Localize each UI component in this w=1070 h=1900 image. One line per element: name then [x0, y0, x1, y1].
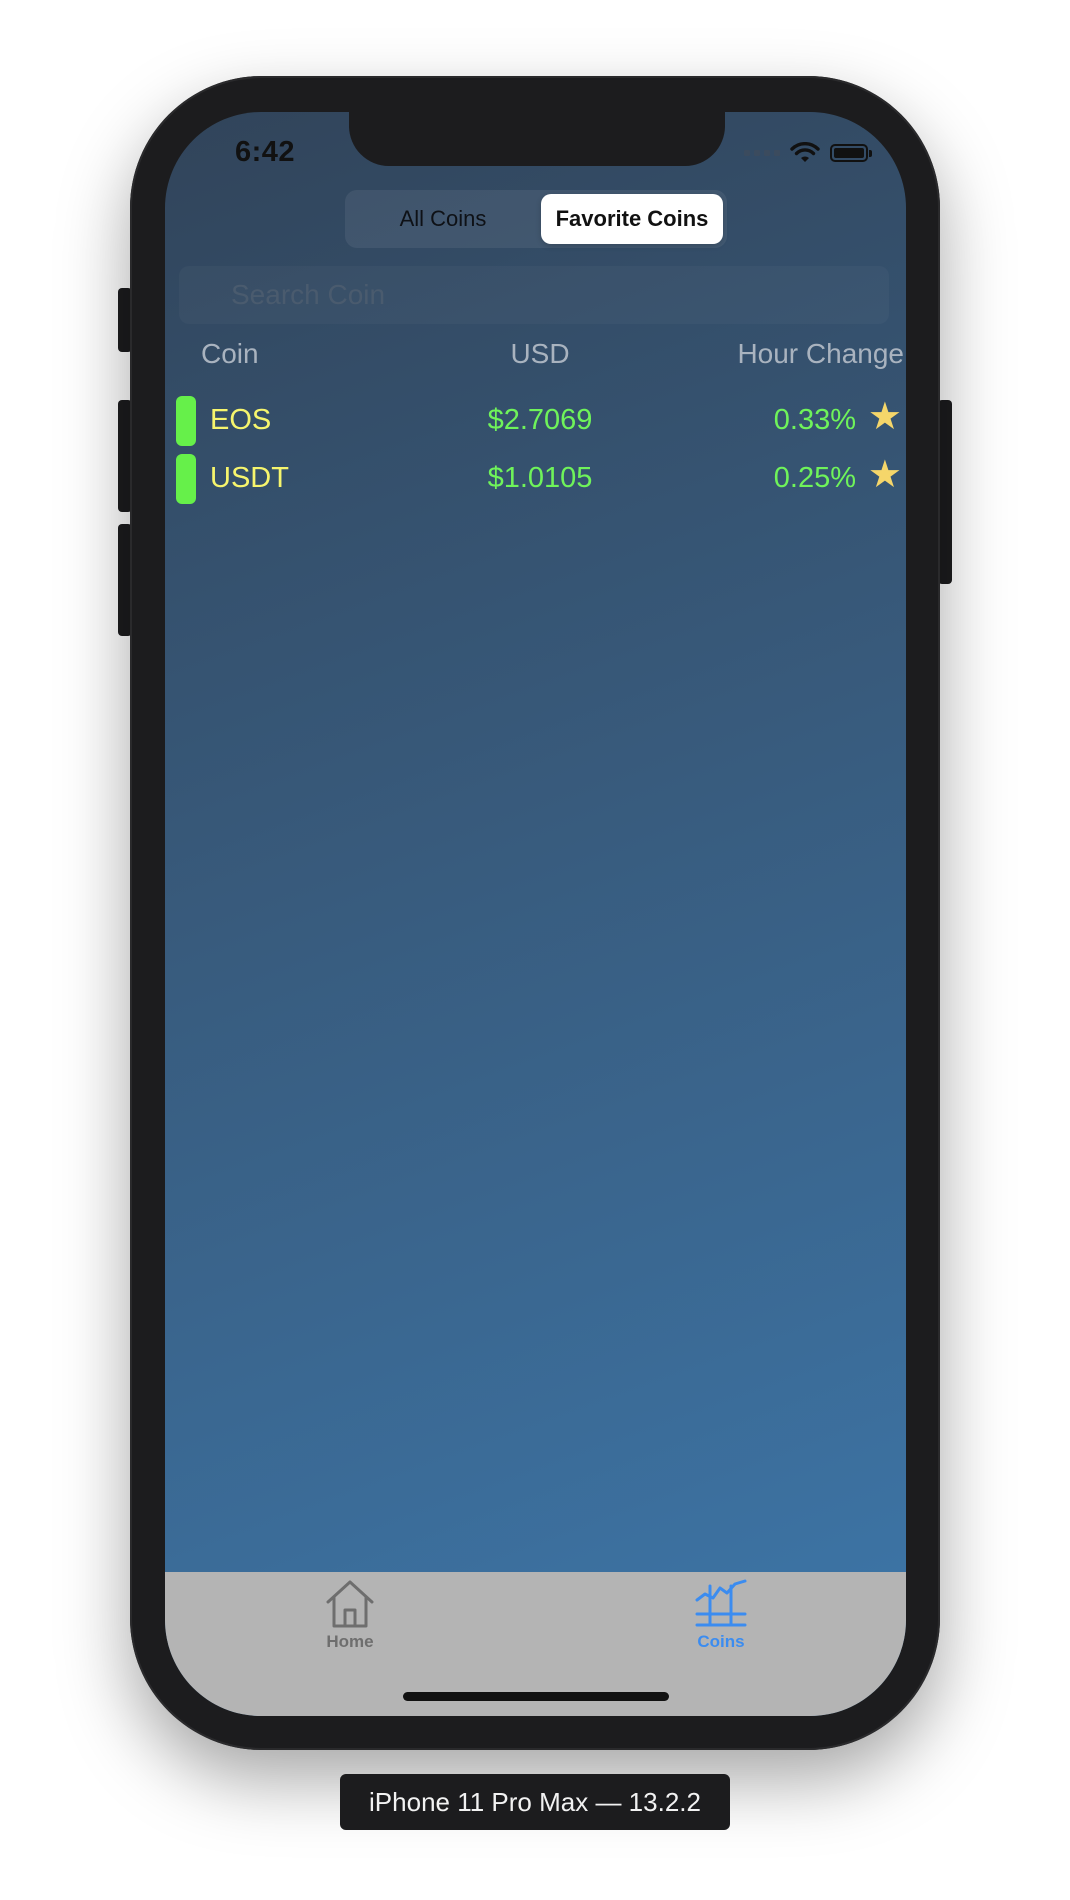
table-row[interactable]: USDT $1.0105 0.25% ★ [165, 450, 906, 508]
simulator-device-label: iPhone 11 Pro Max — 13.2.2 [340, 1774, 730, 1830]
coin-hour-change: 0.25% [773, 462, 856, 494]
column-header-coin: Coin [201, 338, 259, 369]
wifi-icon [790, 142, 820, 162]
volume-down-button [118, 524, 132, 636]
table-row[interactable]: EOS $2.7069 0.33% ★ [165, 392, 906, 450]
segment-all-coins[interactable]: All Coins [399, 206, 487, 231]
favorite-star-icon[interactable]: ★ [867, 454, 902, 496]
coin-name: EOS [210, 404, 272, 436]
column-header-usd: USD [510, 338, 570, 369]
mute-switch [118, 288, 132, 352]
coin-price: $2.7069 [487, 404, 593, 436]
coin-filter-segmented-control: All Coins Favorite Coins [345, 190, 727, 248]
tab-coins[interactable]: Coins [661, 1578, 781, 1658]
coin-hour-change: 0.33% [773, 404, 856, 436]
search-input[interactable] [179, 266, 889, 324]
volume-up-button [118, 400, 132, 512]
home-indicator[interactable] [403, 1692, 669, 1701]
status-icons [744, 142, 872, 164]
tab-label: Home [326, 1632, 374, 1651]
change-indicator [176, 396, 196, 446]
home-icon [326, 1580, 374, 1628]
chart-icon [695, 1579, 747, 1627]
tab-label: Coins [697, 1632, 745, 1651]
favorite-star-icon[interactable]: ★ [867, 396, 902, 438]
power-button [938, 400, 952, 584]
cellular-signal-icon [744, 150, 780, 156]
tab-home[interactable]: Home [290, 1578, 410, 1658]
coin-name: USDT [210, 462, 289, 494]
column-header-hour-change: Hour Change [737, 338, 904, 369]
change-indicator [176, 454, 196, 504]
status-time: 6:42 [235, 136, 296, 168]
battery-icon [830, 144, 872, 162]
coin-price: $1.0105 [487, 462, 593, 494]
notch [349, 112, 725, 166]
app-screen: 6:42 All Coins Favorite Coins Coin USD H… [165, 112, 906, 1716]
segment-favorite-coins[interactable]: Favorite Coins [541, 194, 723, 244]
